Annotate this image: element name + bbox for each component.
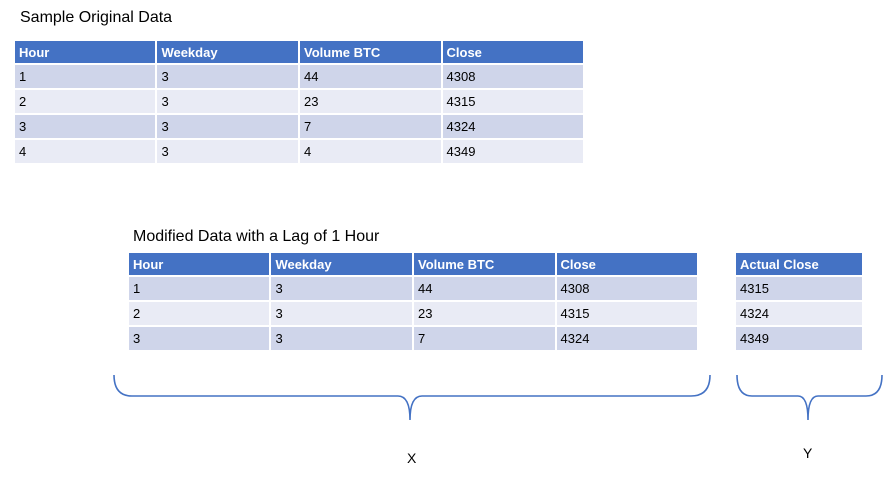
x-brace-path: [113, 374, 711, 421]
table-row: 3 3 7 4324: [15, 115, 583, 138]
header-hour: Hour: [15, 41, 156, 63]
cell-weekday: 3: [157, 140, 298, 163]
y-brace-path: [736, 374, 883, 421]
cell-hour: 1: [15, 65, 156, 88]
cell-weekday: 3: [271, 327, 412, 350]
table-row: 4324: [736, 302, 862, 325]
table-row: 4315: [736, 277, 862, 300]
cell-hour: 3: [15, 115, 156, 138]
header-volume-btc: Volume BTC: [300, 41, 441, 63]
cell-volume-btc: 7: [414, 327, 555, 350]
cell-close: 4315: [442, 90, 583, 113]
table-header-row: Actual Close: [736, 253, 862, 275]
header-actual-close: Actual Close: [736, 253, 862, 275]
cell-volume-btc: 23: [414, 302, 555, 325]
table-row: 1 3 44 4308: [129, 277, 697, 300]
cell-volume-btc: 44: [414, 277, 555, 300]
header-weekday: Weekday: [271, 253, 412, 275]
actual-close-table: Actual Close 4315 4324 4349: [734, 251, 864, 352]
table-row: 1 3 44 4308: [15, 65, 583, 88]
cell-weekday: 3: [157, 65, 298, 88]
cell-close: 4324: [556, 327, 697, 350]
table-header-row: Hour Weekday Volume BTC Close: [15, 41, 583, 63]
cell-close: 4308: [442, 65, 583, 88]
table-header-row: Hour Weekday Volume BTC Close: [129, 253, 697, 275]
header-hour: Hour: [129, 253, 270, 275]
table-row: 2 3 23 4315: [129, 302, 697, 325]
cell-hour: 3: [129, 327, 270, 350]
cell-weekday: 3: [157, 90, 298, 113]
cell-actual-close: 4315: [736, 277, 862, 300]
cell-volume-btc: 7: [300, 115, 441, 138]
cell-close: 4324: [442, 115, 583, 138]
y-label: Y: [803, 445, 813, 461]
cell-volume-btc: 44: [300, 65, 441, 88]
cell-hour: 2: [129, 302, 270, 325]
cell-volume-btc: 23: [300, 90, 441, 113]
cell-close: 4349: [442, 140, 583, 163]
original-data-table: Hour Weekday Volume BTC Close 1 3 44 430…: [13, 39, 585, 165]
cell-hour: 1: [129, 277, 270, 300]
header-close: Close: [442, 41, 583, 63]
cell-actual-close: 4324: [736, 302, 862, 325]
x-label: X: [407, 450, 417, 466]
cell-weekday: 3: [271, 302, 412, 325]
modified-data-title: Modified Data with a Lag of 1 Hour: [133, 228, 380, 245]
header-close: Close: [556, 253, 697, 275]
cell-volume-btc: 4: [300, 140, 441, 163]
cell-close: 4315: [556, 302, 697, 325]
table-row: 4 3 4 4349: [15, 140, 583, 163]
modified-data-table: Hour Weekday Volume BTC Close 1 3 44 430…: [127, 251, 699, 352]
table-row: 2 3 23 4315: [15, 90, 583, 113]
table-row: 4349: [736, 327, 862, 350]
cell-weekday: 3: [157, 115, 298, 138]
original-data-title: Sample Original Data: [20, 9, 173, 26]
cell-hour: 2: [15, 90, 156, 113]
header-weekday: Weekday: [157, 41, 298, 63]
cell-weekday: 3: [271, 277, 412, 300]
cell-close: 4308: [556, 277, 697, 300]
table-row: 3 3 7 4324: [129, 327, 697, 350]
cell-actual-close: 4349: [736, 327, 862, 350]
header-volume-btc: Volume BTC: [414, 253, 555, 275]
cell-hour: 4: [15, 140, 156, 163]
